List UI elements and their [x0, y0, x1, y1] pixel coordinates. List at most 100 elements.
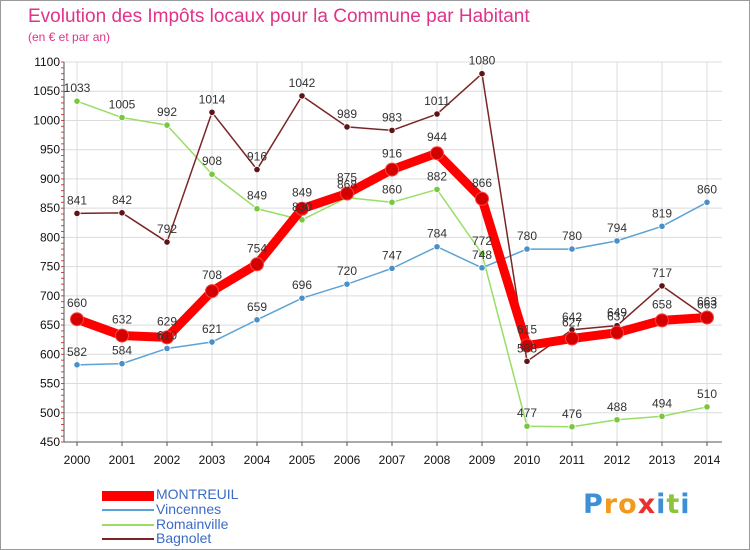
data-label-romainville: 868 [337, 178, 357, 192]
data-label-montreuil: 637 [607, 310, 627, 324]
data-point-vincennes [253, 316, 261, 324]
data-point-vincennes [118, 360, 126, 368]
data-point-montreuil [655, 313, 669, 328]
x-tick-labels: 2000 2001 2002 2003 2004 2005 2006 2007 2008 2009… [64, 453, 721, 467]
y-tick-label: 700 [40, 289, 60, 303]
y-tick-label: 500 [40, 406, 60, 420]
y-tick-label: 1050 [33, 84, 60, 98]
data-point-bagnolet [433, 110, 441, 118]
y-tick-label: 950 [40, 143, 60, 157]
legend-swatch-montreuil [102, 491, 154, 501]
data-point-romainville [118, 113, 126, 122]
data-label-bagnolet: 842 [112, 193, 132, 207]
y-tick-label: 600 [40, 347, 60, 361]
data-label-vincennes: 748 [472, 248, 492, 262]
data-point-vincennes [73, 361, 81, 369]
data-label-romainville: 488 [607, 400, 627, 414]
x-tick-label: 2000 [64, 453, 91, 467]
y-tick-label: 900 [40, 172, 60, 186]
data-label-romainville: 477 [517, 406, 537, 420]
legend-label-montreuil: MONTREUIL [156, 486, 239, 502]
data-point-bagnolet [658, 282, 666, 290]
data-point-montreuil [565, 331, 579, 346]
data-label-montreuil: 875 [337, 171, 357, 185]
data-point-vincennes [523, 245, 531, 253]
data-label-bagnolet: 642 [562, 310, 582, 324]
data-point-vincennes [208, 338, 216, 346]
data-point-bagnolet [478, 70, 486, 78]
data-label-montreuil: 754 [247, 241, 267, 255]
data-label-vincennes: 584 [112, 344, 132, 358]
data-label-vincennes: 794 [607, 221, 627, 235]
x-tick-label: 2014 [694, 453, 721, 467]
data-point-bagnolet [343, 123, 351, 131]
data-point-vincennes [658, 222, 666, 230]
data-point-vincennes [613, 237, 621, 245]
data-label-bagnolet: 989 [337, 107, 357, 121]
data-point-bagnolet [208, 108, 216, 116]
data-label-bagnolet: 792 [157, 222, 177, 236]
x-tick-label: 2013 [649, 453, 676, 467]
data-label-romainville: 476 [562, 407, 582, 421]
data-point-bagnolet [163, 238, 171, 246]
logo-letter: o [618, 489, 638, 520]
y-tick-label: 450 [40, 435, 60, 449]
x-tick-label: 2008 [424, 453, 451, 467]
data-point-romainville [568, 423, 576, 431]
data-label-romainville: 772 [472, 234, 492, 248]
data-label-vincennes: 819 [652, 206, 672, 220]
data-point-montreuil [700, 310, 714, 325]
data-point-montreuil [115, 328, 129, 343]
logo-letter: x [637, 489, 657, 520]
data-label-bagnolet: 717 [652, 266, 672, 280]
data-label-montreuil: 629 [157, 314, 177, 328]
data-point-romainville [298, 216, 306, 224]
data-point-romainville [253, 205, 261, 213]
data-point-vincennes [163, 344, 171, 353]
data-label-romainville: 830 [292, 200, 312, 214]
data-label-bagnolet: 983 [382, 110, 402, 124]
data-point-bagnolet [253, 165, 261, 174]
data-label-montreuil: 849 [292, 186, 312, 200]
axes [61, 61, 722, 446]
data-label-vincennes: 780 [562, 229, 582, 243]
data-label-romainville: 510 [697, 387, 717, 401]
data-label-montreuil: 866 [472, 176, 492, 190]
data-point-montreuil [295, 201, 309, 216]
data-point-vincennes [703, 198, 711, 206]
data-label-bagnolet: 588 [517, 341, 537, 355]
data-label-vincennes: 720 [337, 264, 357, 278]
logo-letter: i [656, 489, 667, 520]
x-tick-label: 2010 [514, 453, 541, 467]
data-point-romainville [163, 121, 171, 129]
data-point-romainville [433, 185, 441, 194]
data-label-vincennes: 659 [247, 300, 267, 314]
chart-title: Evolution des Impôts locaux pour la Comm… [28, 6, 530, 27]
logo-letter: t [666, 489, 681, 520]
data-label-vincennes: 780 [517, 229, 537, 243]
y-tick-label: 750 [40, 260, 60, 274]
x-tick-label: 2009 [469, 453, 496, 467]
data-label-romainville: 860 [382, 182, 402, 196]
x-tick-label: 2011 [559, 453, 585, 467]
data-point-montreuil [160, 330, 174, 345]
data-point-montreuil [610, 325, 624, 340]
data-label-romainville: 1033 [64, 81, 91, 95]
y-tick-labels: 450 500 550 600 650 700 750 800 850 900 950 1000 105… [33, 55, 60, 449]
legend-swatch-romainville [102, 524, 154, 526]
data-label-bagnolet: 1042 [289, 76, 316, 90]
data-point-bagnolet [118, 209, 126, 217]
data-label-vincennes: 621 [202, 322, 222, 336]
data-label-montreuil: 944 [427, 130, 447, 144]
data-point-montreuil [70, 312, 84, 327]
data-point-vincennes [298, 294, 306, 302]
series-layer [70, 70, 714, 431]
data-label-romainville: 908 [202, 154, 222, 168]
data-point-vincennes [343, 280, 351, 288]
data-label-montreuil: 660 [67, 296, 87, 310]
data-label-montreuil: 627 [562, 316, 582, 330]
data-label-vincennes: 610 [157, 328, 177, 342]
legend-label-romainville: Romainville [156, 516, 229, 532]
